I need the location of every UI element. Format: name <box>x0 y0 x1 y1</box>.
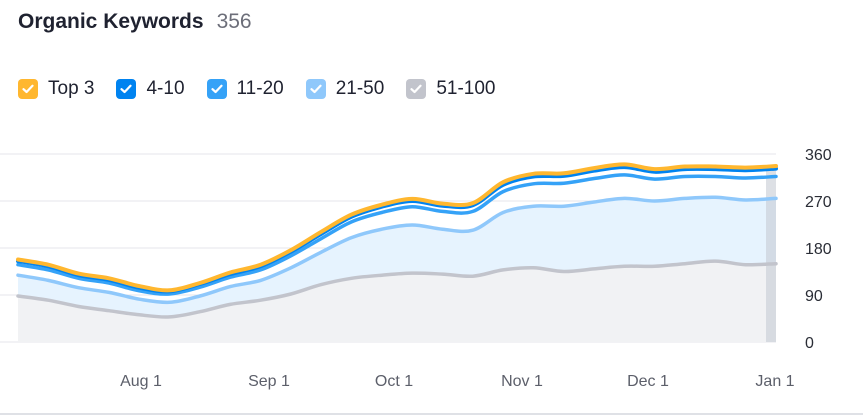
series-line-21-50 <box>16 195 778 305</box>
chart-legend: Top 3 4-10 11-20 21-50 51-100 <box>18 78 517 100</box>
legend-label: 21-50 <box>335 78 385 99</box>
checkbox-icon[interactable] <box>206 79 227 99</box>
legend-item-21-50[interactable]: 21-50 <box>305 78 385 100</box>
legend-item-top-3[interactable]: Top 3 <box>18 78 94 100</box>
checkbox-icon[interactable] <box>406 79 427 99</box>
keywords-area-chart: 0 90 180 270 360 Aug 1 Sep 1 Oct 1 Nov 1 Dec 1 Jan… <box>0 147 832 390</box>
legend-item-51-100[interactable]: 51-100 <box>406 78 495 100</box>
legend-label: 4-10 <box>146 78 185 99</box>
legend-label: 11-20 <box>236 78 284 99</box>
y-tick-label: 270 <box>805 194 832 211</box>
area-fill-51-100 <box>18 261 776 342</box>
legend-label: 51-100 <box>436 78 496 99</box>
legend-label: Top 3 <box>48 78 95 99</box>
y-tick-label: 360 <box>805 147 832 164</box>
keyword-count: 356 <box>216 10 252 33</box>
x-tick-label: Jan 1 <box>755 373 794 390</box>
series-line-top-3 <box>16 162 778 293</box>
x-tick-label: Aug 1 <box>120 373 162 390</box>
y-tick-label: 180 <box>805 241 832 258</box>
checkbox-icon[interactable] <box>116 79 137 99</box>
series-line-51-100 <box>16 259 778 319</box>
x-tick-label: Sep 1 <box>248 373 290 390</box>
x-tick-label: Dec 1 <box>627 373 669 390</box>
y-tick-label: 90 <box>805 288 823 305</box>
checkbox-icon[interactable] <box>305 79 326 99</box>
divider <box>0 413 863 415</box>
x-tick-label: Nov 1 <box>501 373 543 390</box>
checkbox-icon[interactable] <box>18 79 38 99</box>
current-period-shade <box>766 168 776 342</box>
x-tick-label: Oct 1 <box>375 373 413 390</box>
widget-header: Organic Keywords 356 <box>18 10 252 34</box>
legend-item-11-20[interactable]: 11-20 <box>206 78 284 100</box>
y-tick-label: 0 <box>805 335 814 352</box>
widget-title: Organic Keywords <box>18 10 204 33</box>
legend-item-4-10[interactable]: 4-10 <box>116 78 185 100</box>
series-line-11-20 <box>16 173 778 296</box>
